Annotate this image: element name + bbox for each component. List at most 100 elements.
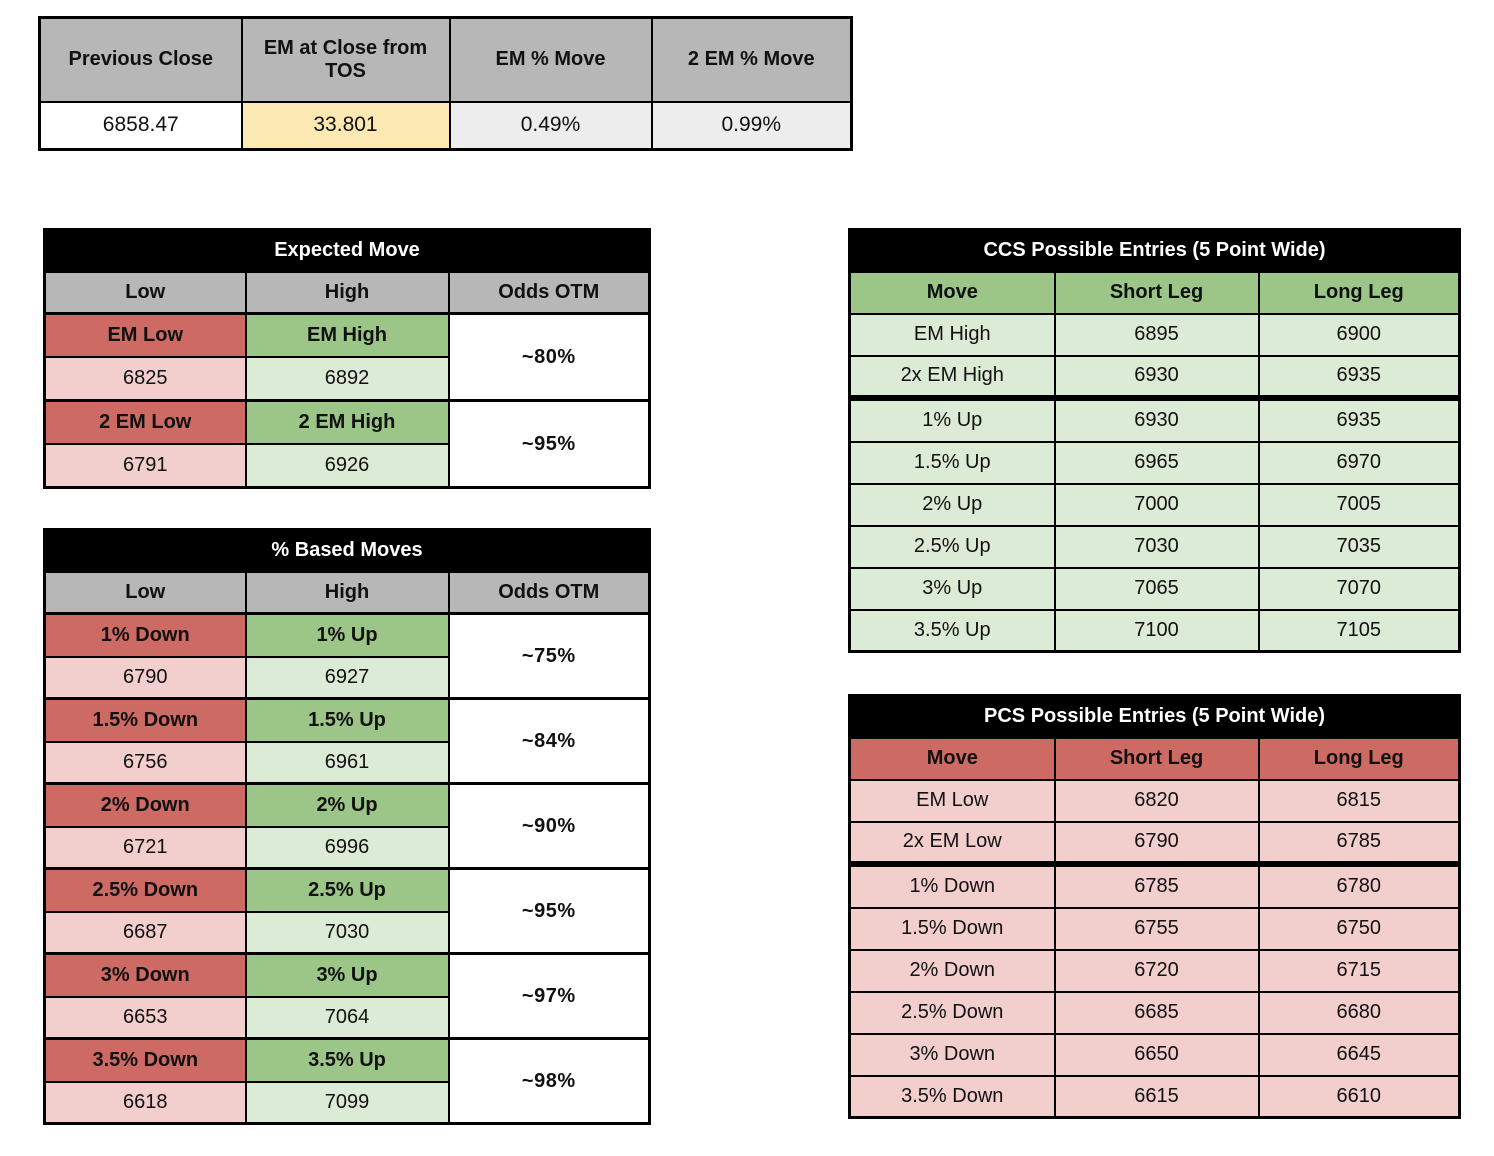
pcs-short-leg-cell: 6685 <box>1053 990 1260 1035</box>
pcs-short-leg-cell: 6820 <box>1053 778 1260 823</box>
ccs-move-cell: EM High <box>848 312 1056 357</box>
pct-moves-title: % Based Moves <box>43 528 651 573</box>
ccs-row: 1% Up 6930 6935 <box>848 394 1461 443</box>
summary-value-em-at-close: 33.801 <box>240 100 451 151</box>
pcs-long-leg-cell: 6815 <box>1257 778 1461 823</box>
summary-header-2em-pct-move: 2 EM % Move <box>650 16 853 103</box>
pct-label-row-1: 1% Down 1% Up ~75% <box>43 612 651 700</box>
pcs-long-leg-cell: 6785 <box>1257 820 1461 865</box>
em-low-value: 6825 <box>43 355 247 402</box>
pct-value-row-5: 6653 7064 <box>43 995 650 1040</box>
pcs-long-leg-cell: 6680 <box>1257 990 1461 1035</box>
pcs-row: 3.5% Down 6615 6610 <box>848 1074 1461 1119</box>
ccs-row: EM High 6895 6900 <box>848 312 1461 357</box>
pcs-row: 1% Down 6785 6780 <box>848 860 1461 909</box>
pct-low-value: 6687 <box>43 910 247 955</box>
pcs-row: 2.5% Down 6685 6680 <box>848 990 1461 1035</box>
expected-move-table: Expected Move Low High Odds OTM EM Low E… <box>43 228 652 489</box>
pct-value-row-1: 6790 6927 <box>43 655 650 700</box>
ccs-move-cell: 2x EM High <box>848 354 1056 399</box>
em-high-value: 6892 <box>244 355 450 402</box>
pct-low-label: 2.5% Down <box>43 867 247 913</box>
pct-high-value: 7030 <box>244 910 450 955</box>
ccs-entries-table: CCS Possible Entries (5 Point Wide) Move… <box>848 228 1462 653</box>
summary-header-em-pct-move: EM % Move <box>448 16 653 103</box>
ccs-long-leg-cell: 7035 <box>1257 524 1461 569</box>
pct-odds-cell: ~75% <box>447 612 651 700</box>
ccs-move-cell: 3% Up <box>848 566 1056 611</box>
pct-odds-cell: ~84% <box>447 697 651 785</box>
ccs-row: 2% Up 7000 7005 <box>848 482 1461 527</box>
ccs-move-cell: 2.5% Up <box>848 524 1056 569</box>
pct-low-value: 6721 <box>43 825 247 870</box>
em-value-row: 6825 6892 <box>43 355 650 402</box>
pct-label-row-6: 3.5% Down 3.5% Up ~98% <box>43 1037 651 1125</box>
pct-high-label: 3.5% Up <box>244 1037 450 1083</box>
ccs-move-cell: 2% Up <box>848 482 1056 527</box>
pcs-move-cell: 2% Down <box>848 948 1056 993</box>
pcs-title: PCS Possible Entries (5 Point Wide) <box>848 694 1461 739</box>
ccs-long-leg-cell: 7070 <box>1257 566 1461 611</box>
pcs-move-cell: 2.5% Down <box>848 990 1056 1035</box>
pcs-short-leg-cell: 6720 <box>1053 948 1260 993</box>
pct-label-row-5: 3% Down 3% Up ~97% <box>43 952 651 1040</box>
pct-odds-cell: ~97% <box>447 952 651 1040</box>
summary-header-em-at-close: EM at Close from TOS <box>240 16 451 103</box>
col-header-long-leg: Long Leg <box>1257 736 1461 781</box>
ccs-long-leg-cell: 6935 <box>1257 354 1461 399</box>
pct-low-value: 6756 <box>43 740 247 785</box>
ccs-header-row: Move Short Leg Long Leg <box>848 270 1461 315</box>
pct-value-row-2: 6756 6961 <box>43 740 650 785</box>
col-header-odds-otm: Odds OTM <box>447 270 651 315</box>
pct-label-row-3: 2% Down 2% Up ~90% <box>43 782 651 870</box>
ccs-short-leg-cell: 6895 <box>1053 312 1260 357</box>
em2-label-row: 2 EM Low 2 EM High ~95% <box>43 399 651 489</box>
pcs-long-leg-cell: 6645 <box>1257 1032 1461 1077</box>
col-header-short-leg: Short Leg <box>1053 736 1260 781</box>
ccs-row: 2x EM High 6930 6935 <box>848 354 1461 399</box>
em2-high-value: 6926 <box>244 442 450 489</box>
ccs-long-leg-cell: 6970 <box>1257 440 1461 485</box>
col-header-low: Low <box>43 270 247 315</box>
pcs-short-leg-cell: 6790 <box>1053 820 1260 865</box>
pcs-entries-table: PCS Possible Entries (5 Point Wide) Move… <box>848 694 1462 1119</box>
pct-odds-cell: ~95% <box>447 867 651 955</box>
ccs-long-leg-cell: 6935 <box>1257 394 1461 443</box>
pct-high-value: 6927 <box>244 655 450 700</box>
pcs-long-leg-cell: 6610 <box>1257 1074 1461 1119</box>
ccs-short-leg-cell: 7030 <box>1053 524 1260 569</box>
pcs-move-cell: 1% Down <box>848 860 1056 909</box>
pct-high-label: 2% Up <box>244 782 450 828</box>
ccs-long-leg-cell: 7005 <box>1257 482 1461 527</box>
col-header-move: Move <box>848 736 1056 781</box>
pct-low-label: 3.5% Down <box>43 1037 247 1083</box>
col-header-odds-otm: Odds OTM <box>447 570 651 615</box>
pcs-short-leg-cell: 6615 <box>1053 1074 1260 1119</box>
summary-header-row: Previous Close EM at Close from TOS EM %… <box>38 16 853 103</box>
ccs-row: 1.5% Up 6965 6970 <box>848 440 1461 485</box>
pcs-header-row: Move Short Leg Long Leg <box>848 736 1461 781</box>
ccs-title: CCS Possible Entries (5 Point Wide) <box>848 228 1461 273</box>
pcs-row: EM Low 6820 6815 <box>848 778 1461 823</box>
pct-value-row-4: 6687 7030 <box>43 910 650 955</box>
col-header-high: High <box>244 570 450 615</box>
pct-high-value: 6996 <box>244 825 450 870</box>
em2-odds-cell: ~95% <box>447 399 651 489</box>
col-header-low: Low <box>43 570 247 615</box>
em2-low-label: 2 EM Low <box>43 399 247 445</box>
ccs-long-leg-cell: 6900 <box>1257 312 1461 357</box>
summary-value-2em-pct-move: 0.99% <box>650 100 853 151</box>
pct-high-value: 7064 <box>244 995 450 1040</box>
em2-low-value: 6791 <box>43 442 247 489</box>
expected-move-title: Expected Move <box>43 228 651 273</box>
ccs-move-cell: 1.5% Up <box>848 440 1056 485</box>
ccs-row: 3% Up 7065 7070 <box>848 566 1461 611</box>
pcs-short-leg-cell: 6650 <box>1053 1032 1260 1077</box>
summary-value-em-pct-move: 0.49% <box>448 100 653 151</box>
summary-table: Previous Close EM at Close from TOS EM %… <box>38 16 853 151</box>
pct-high-value: 6961 <box>244 740 450 785</box>
pcs-long-leg-cell: 6780 <box>1257 860 1461 909</box>
pct-low-label: 1.5% Down <box>43 697 247 743</box>
pct-high-value: 7099 <box>244 1080 450 1125</box>
pct-label-row-4: 2.5% Down 2.5% Up ~95% <box>43 867 651 955</box>
